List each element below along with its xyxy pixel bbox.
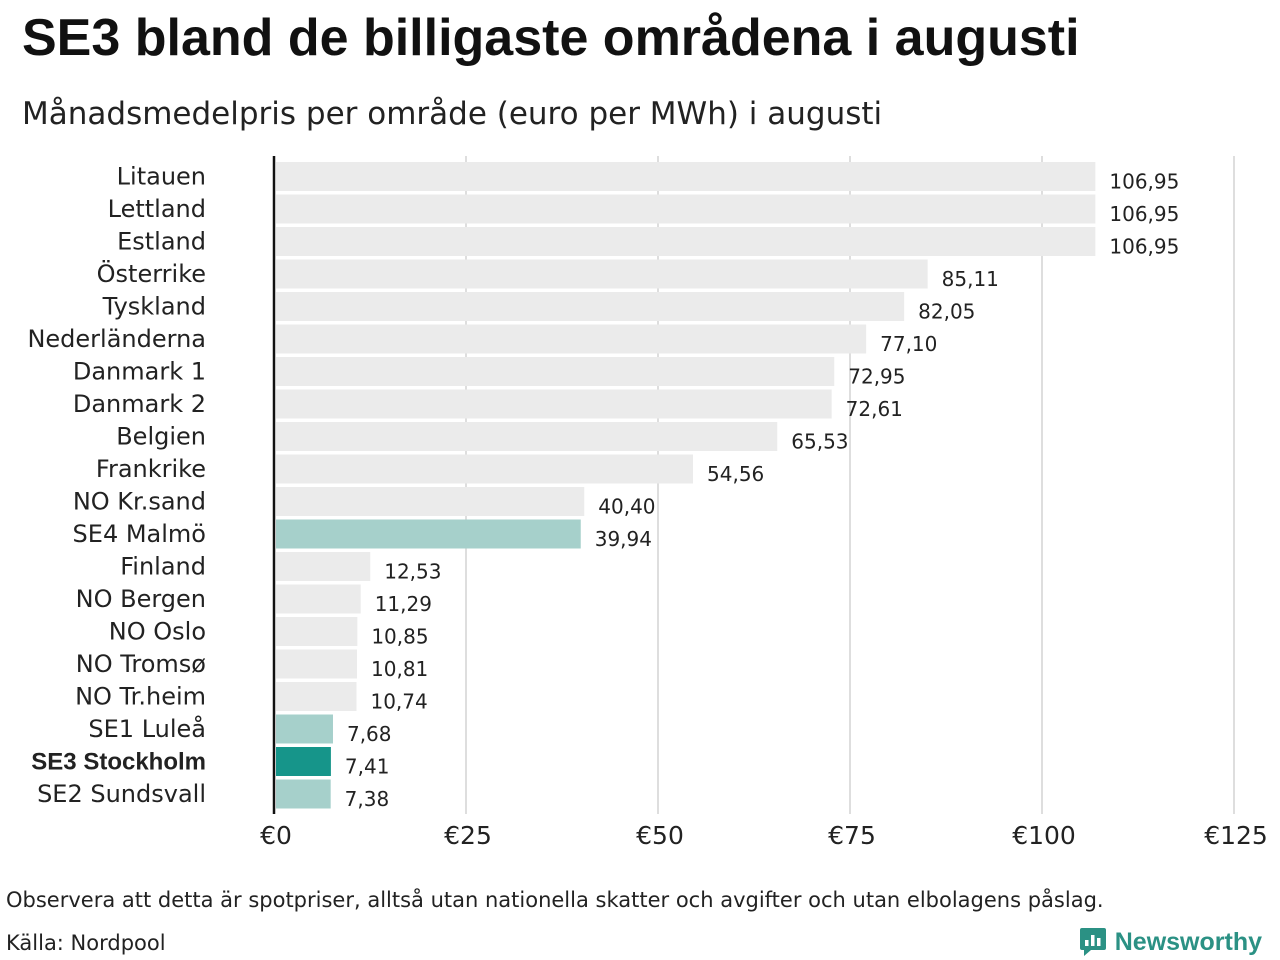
value-label: 7,41 bbox=[345, 755, 390, 779]
category-label: Danmark 2 bbox=[73, 390, 206, 418]
x-tick-label: €125 bbox=[1204, 821, 1268, 850]
bar bbox=[276, 194, 1096, 224]
x-tick-label: €0 bbox=[260, 821, 292, 850]
x-tick-label: €75 bbox=[828, 821, 876, 850]
category-label: NO Kr.sand bbox=[73, 488, 206, 516]
bar bbox=[276, 584, 361, 614]
brand-name: Newsworthy bbox=[1114, 927, 1262, 956]
category-label: SE1 Luleå bbox=[88, 714, 206, 743]
x-tick-label: €25 bbox=[444, 821, 492, 850]
bar bbox=[276, 552, 371, 581]
value-label: 10,74 bbox=[370, 690, 427, 714]
bar bbox=[276, 487, 585, 516]
value-label: 54,56 bbox=[707, 462, 764, 486]
value-label: 7,68 bbox=[347, 722, 392, 746]
source-label: Källa: Nordpool bbox=[6, 931, 166, 955]
bar bbox=[276, 389, 832, 419]
category-label: SE3 Stockholm bbox=[31, 749, 206, 776]
value-label: 77,10 bbox=[880, 332, 937, 356]
bar bbox=[276, 227, 1096, 256]
category-label: Finland bbox=[120, 553, 206, 581]
category-label: Lettland bbox=[108, 195, 206, 223]
category-label: Nederländerna bbox=[27, 325, 206, 353]
bar bbox=[276, 292, 905, 321]
x-axis: €0 €25 €50 €75 €100 €125 bbox=[260, 821, 1268, 850]
bar-chart: Litauen 106,95 Lettland 106,95 Estland 106,95… bbox=[27, 156, 1268, 850]
category-label: NO Tr.heim bbox=[75, 683, 206, 711]
category-label: NO Tromsø bbox=[76, 650, 206, 678]
bar bbox=[276, 519, 581, 549]
value-label: 7,38 bbox=[345, 787, 390, 811]
x-tick-label: €100 bbox=[1012, 821, 1076, 850]
category-label: Frankrike bbox=[96, 455, 206, 483]
bar bbox=[276, 714, 333, 744]
value-label: 106,95 bbox=[1109, 235, 1179, 259]
bar bbox=[276, 259, 928, 289]
newsworthy-logo-icon bbox=[1079, 928, 1106, 956]
bar bbox=[276, 162, 1096, 191]
brand-logo: Newsworthy bbox=[1079, 926, 1262, 958]
category-label: SE2 Sundsvall bbox=[37, 780, 206, 808]
value-label: 10,81 bbox=[371, 657, 428, 681]
value-label: 10,85 bbox=[371, 625, 428, 649]
value-label: 39,94 bbox=[595, 527, 652, 551]
category-label: NO Oslo bbox=[109, 618, 206, 646]
bar bbox=[276, 454, 694, 484]
value-label: 106,95 bbox=[1109, 170, 1179, 194]
value-label: 40,40 bbox=[598, 495, 655, 519]
bar bbox=[276, 649, 358, 679]
value-label: 72,61 bbox=[846, 397, 903, 421]
value-label: 12,53 bbox=[384, 560, 441, 584]
chart-title: SE3 bland de billigaste områdena i augus… bbox=[22, 9, 1080, 67]
value-label: 72,95 bbox=[848, 365, 905, 389]
category-label: Tyskland bbox=[102, 293, 206, 321]
labels: Litauen 106,95 Lettland 106,95 Estland 106,95… bbox=[27, 163, 1179, 812]
bar bbox=[276, 324, 867, 354]
value-label: 106,95 bbox=[1109, 202, 1179, 226]
category-label: Danmark 1 bbox=[73, 358, 206, 386]
value-label: 11,29 bbox=[375, 592, 432, 616]
bars bbox=[276, 162, 1096, 809]
category-label: SE4 Malmö bbox=[73, 520, 206, 548]
bar bbox=[276, 779, 331, 809]
bar bbox=[276, 422, 778, 451]
bar bbox=[276, 747, 331, 776]
category-label: Österrike bbox=[97, 259, 206, 288]
bar bbox=[276, 357, 835, 386]
value-label: 65,53 bbox=[791, 430, 848, 454]
footnote: Observera att detta är spotpriser, allts… bbox=[6, 888, 1104, 912]
category-label: NO Bergen bbox=[76, 585, 206, 613]
category-label: Estland bbox=[117, 228, 206, 256]
category-label: Litauen bbox=[117, 163, 206, 191]
x-tick-label: €50 bbox=[636, 821, 684, 850]
bar bbox=[276, 682, 357, 711]
category-label: Belgien bbox=[116, 423, 206, 451]
chart-subtitle: Månadsmedelpris per område (euro per MWh… bbox=[22, 96, 883, 132]
bar bbox=[276, 617, 358, 646]
value-label: 82,05 bbox=[918, 300, 975, 324]
value-label: 85,11 bbox=[942, 267, 999, 291]
